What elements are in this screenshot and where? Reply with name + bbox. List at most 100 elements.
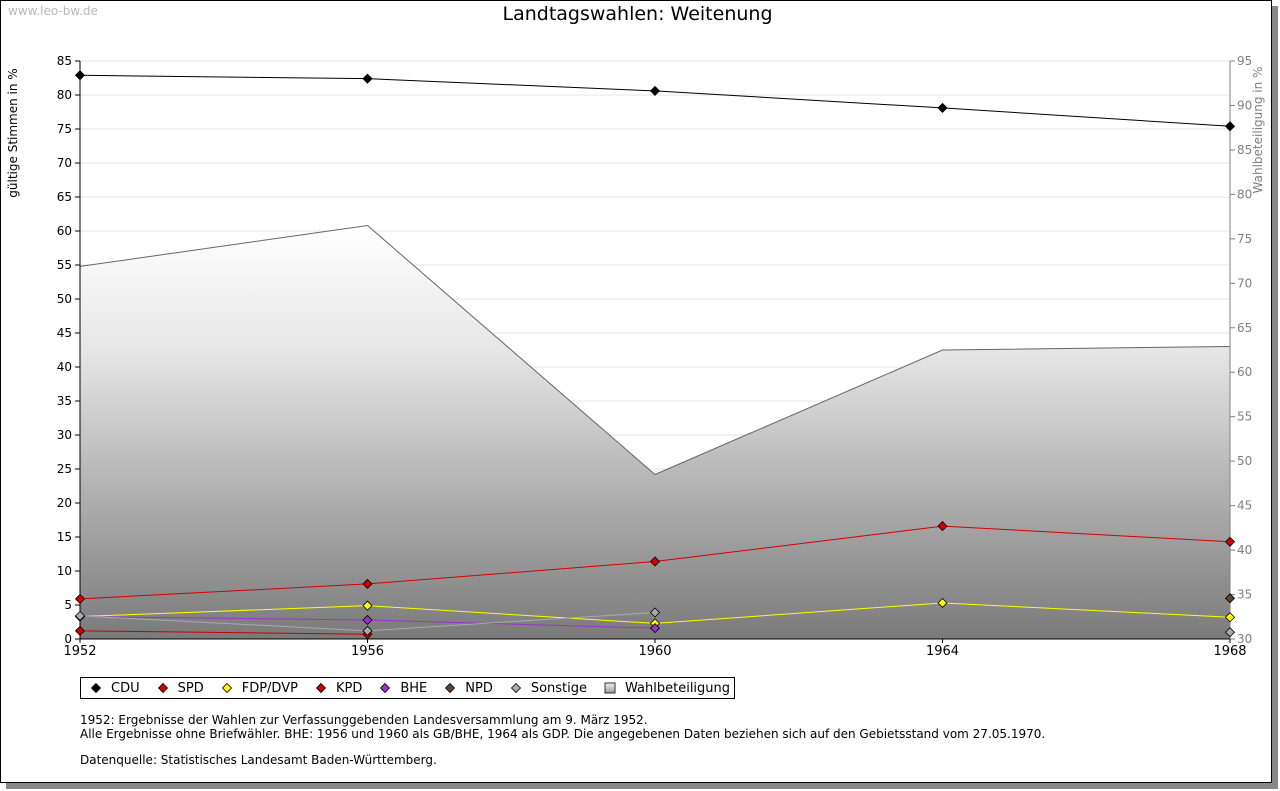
y2-axis-label: Wahlbeteiligung in % [1251, 67, 1265, 194]
y-tick-label-55: 55 [57, 258, 72, 272]
legend-item-kpd: KPD [314, 681, 362, 696]
legend-marker-fdp-dvp [221, 682, 232, 694]
y2-tick-label-95: 95 [1237, 54, 1252, 68]
y2-tick-label-65: 65 [1237, 321, 1252, 335]
x-tick-label-1956: 1956 [351, 644, 384, 659]
legend-label-bhe: BHE [400, 680, 428, 696]
legend-item-spd: SPD [156, 681, 204, 696]
legend-label-sonstige: Sonstige [530, 680, 588, 696]
y-tick-label-45: 45 [57, 326, 72, 340]
legend-label-fdp-dvp: FDP/DVP [241, 680, 298, 696]
y-tick-label-65: 65 [57, 190, 72, 204]
y-tick-label-75: 75 [57, 122, 72, 136]
legend-item-fdp-dvp: FDP/DVP [220, 681, 298, 696]
y2-tick-label-80: 80 [1237, 187, 1252, 201]
point-cdu-1964 [937, 102, 948, 113]
y2-tick-label-30: 30 [1237, 632, 1252, 646]
chart-title: Landtagswahlen: Weitenung [502, 3, 773, 25]
y-tick-label-80: 80 [57, 88, 72, 102]
y2-tick-label-35: 35 [1237, 588, 1252, 602]
x-tick-label-1964: 1964 [926, 644, 959, 659]
y2-tick-label-85: 85 [1237, 143, 1252, 157]
legend-label-cdu: CDU [111, 680, 140, 696]
point-npd-1968 [1224, 593, 1236, 604]
y2-tick-label-50: 50 [1237, 454, 1252, 468]
y2-tick-label-70: 70 [1237, 276, 1252, 290]
legend-item-sonstige: Sonstige [509, 681, 587, 696]
point-cdu-1968 [1224, 121, 1236, 132]
legend-item-npd: NPD [443, 681, 493, 696]
y-tick-label-70: 70 [57, 156, 72, 170]
tick-labels: 0 5 10 15 20 25 30 35 40 45 50 55 60 65 70 75 80 85 30 35 40… [57, 54, 1253, 659]
point-spd-1964 [937, 521, 948, 532]
legend-label-wahlbeteiligung: Wahlbeteiligung [625, 680, 731, 696]
legend-marker-wahlbeteiligung [604, 682, 616, 694]
point-sonstige-1952 [74, 610, 86, 621]
frame-shadow-bottom [6, 783, 1278, 789]
y2-tick-label-55: 55 [1237, 410, 1252, 424]
point-kpd-1952 [74, 625, 86, 636]
footnote-1952: 1952: Ergebnisse der Wahlen zur Verfassu… [80, 713, 648, 727]
legend-item-cdu: CDU [89, 681, 140, 696]
y-tick-label-10: 10 [57, 564, 72, 578]
y-tick-label-5: 5 [64, 598, 72, 612]
turnout-area [79, 224, 1231, 639]
y-tick-label-50: 50 [57, 292, 72, 306]
point-sonstige-1960 [649, 607, 661, 618]
series-markers [74, 70, 1236, 640]
y2-tick-label-90: 90 [1237, 98, 1252, 112]
legend-label-kpd: KPD [335, 680, 363, 696]
legend-label-npd: NPD [465, 680, 493, 696]
legend: CDU SPD FDP/DVP KPD BHE NPD Sonstige Wahlbeteil… [80, 677, 736, 699]
watermark: www.leo-bw.de [8, 4, 98, 18]
line-cdu [79, 74, 1231, 127]
y-tick-label-85: 85 [57, 54, 72, 68]
legend-label-spd: SPD [177, 680, 204, 696]
y-axis-label: gültige Stimmen in % [6, 68, 20, 197]
y2-tick-label-40: 40 [1237, 543, 1252, 557]
y-tick-label-60: 60 [57, 224, 72, 238]
point-sonstige-1956 [362, 625, 373, 636]
line-kpd [79, 630, 368, 635]
y2-tick-label-45: 45 [1237, 499, 1252, 513]
legend-marker-bhe [380, 682, 391, 694]
x-tick-label-1952: 1952 [63, 644, 96, 659]
point-bhe-1960 [649, 623, 661, 634]
y2-tick-label-60: 60 [1237, 365, 1252, 379]
area-wahlbeteiligung [80, 225, 1230, 639]
point-cdu-1952 [74, 70, 86, 81]
y-tick-label-40: 40 [57, 360, 72, 374]
point-fdp-dvp-1956 [362, 600, 373, 611]
legend-item-wahlbeteiligung: Wahlbeteiligung [603, 681, 730, 696]
point-fdp-dvp-1964 [937, 597, 948, 609]
y-tick-label-30: 30 [57, 428, 72, 442]
point-spd-1968 [1224, 536, 1236, 547]
point-spd-1960 [649, 556, 661, 567]
data-source: Datenquelle: Statistisches Landesamt Bad… [80, 753, 437, 767]
point-cdu-1956 [362, 73, 373, 84]
legend-marker-kpd [315, 682, 327, 694]
y-tick-label-35: 35 [57, 394, 72, 408]
legend-item-bhe: BHE [378, 681, 427, 696]
footnotes: 1952: Ergebnisse der Wahlen zur Verfassu… [80, 713, 1045, 767]
point-bhe-1956 [362, 614, 373, 626]
point-spd-1956 [362, 578, 373, 589]
x-tick-label-1960: 1960 [638, 644, 671, 659]
area-outline-wahlbeteiligung [79, 224, 1231, 476]
footnote-general: Alle Ergebnisse ohne Briefwähler. BHE: 1… [80, 727, 1046, 741]
y2-tick-label-75: 75 [1237, 232, 1252, 246]
y-tick-label-0: 0 [64, 632, 72, 646]
point-cdu-1960 [649, 85, 661, 96]
y-tick-label-25: 25 [57, 462, 72, 476]
x-tick-label-1968: 1968 [1213, 644, 1246, 659]
point-fdp-dvp-1968 [1224, 612, 1236, 623]
point-spd-1952 [74, 593, 86, 604]
y-tick-label-15: 15 [57, 530, 72, 544]
point-sonstige-1968 [1224, 627, 1236, 638]
legend-marker-npd [445, 682, 456, 694]
legend-marker-cdu [90, 682, 102, 694]
legend-marker-sonstige [510, 682, 521, 694]
frame-shadow-right [1272, 6, 1278, 787]
y-tick-label-20: 20 [57, 496, 72, 510]
